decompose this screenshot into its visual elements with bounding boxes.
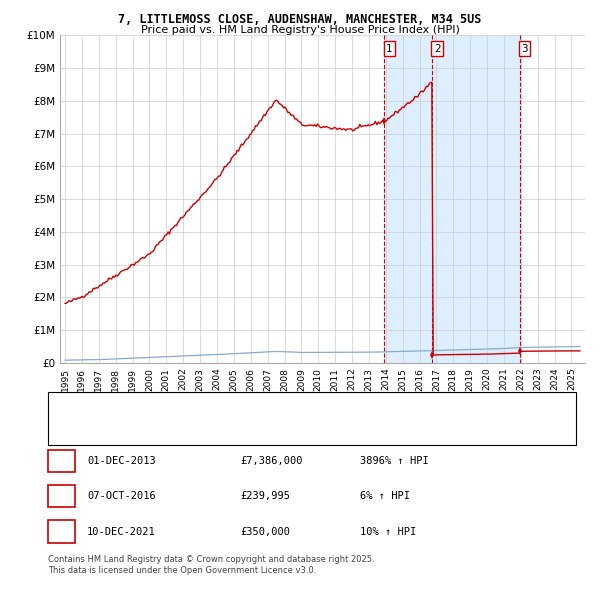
Text: £239,995: £239,995 xyxy=(240,491,290,501)
Text: 2: 2 xyxy=(58,491,65,501)
Text: 3: 3 xyxy=(58,527,65,536)
Text: Price paid vs. HM Land Registry's House Price Index (HPI): Price paid vs. HM Land Registry's House … xyxy=(140,25,460,35)
Text: 3: 3 xyxy=(521,44,528,54)
Text: 07-OCT-2016: 07-OCT-2016 xyxy=(87,491,156,501)
Text: 1: 1 xyxy=(58,456,65,466)
Text: 6% ↑ HPI: 6% ↑ HPI xyxy=(360,491,410,501)
Text: 01-DEC-2013: 01-DEC-2013 xyxy=(87,456,156,466)
Text: HPI: Average price, detached house, Tameside: HPI: Average price, detached house, Tame… xyxy=(90,427,317,437)
Text: 1: 1 xyxy=(386,44,393,54)
Text: Contains HM Land Registry data © Crown copyright and database right 2025.: Contains HM Land Registry data © Crown c… xyxy=(48,555,374,563)
Text: 10% ↑ HPI: 10% ↑ HPI xyxy=(360,527,416,536)
Text: 10-DEC-2021: 10-DEC-2021 xyxy=(87,527,156,536)
Text: This data is licensed under the Open Government Licence v3.0.: This data is licensed under the Open Gov… xyxy=(48,566,316,575)
Text: 3896% ↑ HPI: 3896% ↑ HPI xyxy=(360,456,429,466)
Text: 7, LITTLEMOSS CLOSE, AUDENSHAW, MANCHESTER, M34 5US (detached house): 7, LITTLEMOSS CLOSE, AUDENSHAW, MANCHEST… xyxy=(90,402,481,412)
Text: £350,000: £350,000 xyxy=(240,527,290,536)
Text: 7, LITTLEMOSS CLOSE, AUDENSHAW, MANCHESTER, M34 5US: 7, LITTLEMOSS CLOSE, AUDENSHAW, MANCHEST… xyxy=(118,13,482,26)
Text: £7,386,000: £7,386,000 xyxy=(240,456,302,466)
Bar xyxy=(432,35,520,363)
Text: 2: 2 xyxy=(434,44,440,54)
Bar xyxy=(385,35,432,363)
